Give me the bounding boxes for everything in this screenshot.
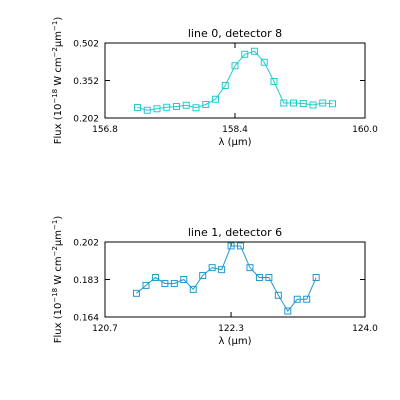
y-axis-label-part: ) — [53, 17, 64, 21]
y-axis-label: Flux (10−18 W cm−2μm−1) — [51, 216, 64, 344]
y-axis-label-part: μm — [53, 31, 64, 47]
data-point-marker — [221, 82, 229, 89]
data-point-marker — [246, 264, 254, 272]
x-tick-label: 122.3 — [218, 324, 244, 334]
y-axis-label-part: −18 — [51, 89, 59, 104]
data-point-marker — [218, 266, 226, 274]
x-tick-label: 124.0 — [352, 324, 378, 334]
data-point-marker — [265, 274, 273, 282]
data-point-marker — [208, 264, 216, 272]
data-point-marker — [274, 291, 282, 299]
data-point-marker — [231, 62, 239, 70]
data-point-marker — [312, 274, 320, 282]
y-axis-label-part: Flux (10 — [53, 303, 64, 344]
data-point-marker — [303, 295, 311, 303]
y-tick-label: 0.352 — [73, 77, 99, 87]
data-point-marker — [299, 100, 307, 107]
y-axis-label: Flux (10−18 W cm−2μm−1) — [51, 17, 64, 145]
data-point-marker — [180, 276, 188, 283]
data-point-marker — [173, 103, 180, 110]
series-line — [137, 50, 333, 111]
y-axis-label-part: −2 — [51, 47, 59, 57]
data-point-marker — [290, 99, 297, 107]
data-point-marker — [319, 99, 327, 107]
data-point-marker — [161, 279, 169, 287]
data-point-marker — [270, 78, 278, 85]
x-tick-label: 160.0 — [352, 125, 378, 135]
data-point-marker — [143, 106, 151, 114]
y-tick-label: 0.502 — [73, 40, 99, 50]
series-line — [136, 245, 317, 312]
data-point-marker — [202, 101, 210, 108]
y-axis-label-part: −18 — [51, 288, 59, 303]
data-point-marker — [134, 104, 141, 111]
data-point-marker — [309, 101, 317, 109]
y-tick-label: 0.164 — [73, 314, 99, 324]
chart-title: line 0, detector 8 — [188, 27, 282, 40]
data-point-marker — [163, 103, 171, 111]
data-point-marker — [255, 274, 263, 282]
data-point-marker — [153, 105, 161, 113]
y-axis-label-part: −1 — [51, 220, 59, 230]
y-tick-label: 0.183 — [73, 276, 99, 286]
x-tick-label: 158.4 — [222, 125, 248, 135]
data-point-marker — [212, 95, 219, 103]
chart-0: line 0, detector 8 156.8 158.4 160.0 0.202 0.… — [51, 17, 378, 148]
chart-1: line 1, detector 6 120.7 122.3 124.0 0.164 0.… — [51, 216, 378, 347]
data-point-marker — [260, 58, 268, 66]
y-tick-label: 0.202 — [73, 239, 99, 249]
data-point-marker — [237, 242, 245, 250]
y-axis-label-part: μm — [53, 230, 64, 246]
data-point-marker — [329, 100, 336, 108]
chart-title: line 1, detector 6 — [188, 226, 282, 239]
data-point-marker — [142, 281, 150, 289]
data-point-marker — [293, 295, 301, 303]
y-axis-label-part: −2 — [51, 246, 59, 256]
data-point-marker — [192, 104, 200, 112]
x-tick-label: 156.8 — [92, 125, 118, 135]
data-point-marker — [151, 274, 159, 282]
plot-frame — [104, 241, 366, 318]
data-point-marker — [189, 285, 197, 293]
data-point-marker — [227, 242, 235, 250]
data-point-marker — [280, 99, 288, 107]
data-point-marker — [170, 279, 178, 287]
y-axis-label-part: Flux (10 — [53, 104, 64, 145]
data-point-marker — [284, 307, 292, 315]
data-point-marker — [251, 47, 258, 55]
x-tick-label: 120.7 — [92, 324, 118, 334]
data-point-marker — [133, 289, 141, 297]
y-axis-label-part: W cm — [53, 57, 64, 88]
y-axis-label-part: ) — [53, 216, 64, 220]
x-axis-label: λ (μm) — [218, 336, 251, 347]
y-axis-label-part: −1 — [51, 21, 59, 31]
data-point-marker — [182, 101, 190, 109]
y-axis-label-part: W cm — [53, 256, 64, 287]
x-axis-label: λ (μm) — [218, 137, 251, 148]
data-point-marker — [199, 272, 207, 280]
y-tick-label: 0.202 — [73, 115, 99, 125]
data-point-marker — [241, 50, 249, 58]
